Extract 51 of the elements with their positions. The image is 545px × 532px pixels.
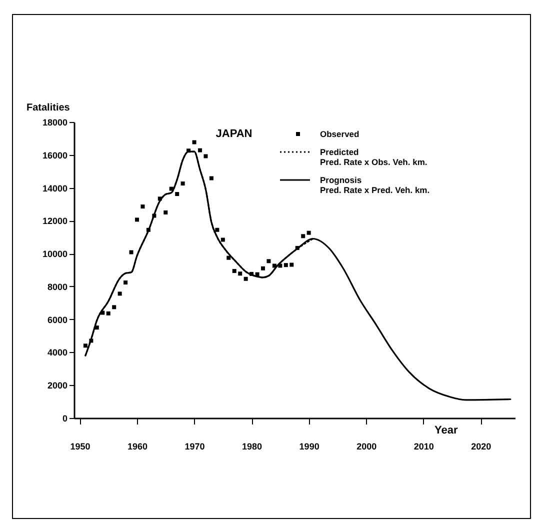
point [238,272,242,276]
x-tick-label: 1950 [70,442,90,452]
point [244,276,248,281]
point [220,238,225,242]
point [164,210,168,214]
point [204,154,208,158]
y-tick-label: 14000 [42,183,68,194]
point [290,262,294,267]
point [266,259,271,264]
legend-label: Prognosis Pred. Rate x Pred. Veh. km. [320,175,430,195]
y-tick-label: 4000 [47,348,68,358]
x-tick-label: 1960 [127,442,148,452]
point [135,218,139,222]
y-tick-label: 18000 [42,118,68,128]
point [209,176,214,180]
x-tick-label: 1990 [299,442,320,452]
y-tick-label: 8000 [47,282,68,292]
x-tick-label: 2010 [414,442,434,452]
point [306,230,311,235]
text: JAPAN [216,128,252,140]
y-tick-label: 0 [62,414,68,424]
x-tick-label: 2000 [356,442,377,452]
point [118,292,122,296]
x-axis-title: Year [434,424,458,436]
legend-label: Observed [320,129,360,139]
x-tick-label: 1980 [242,442,262,452]
point [232,268,236,273]
point [83,344,88,348]
point [112,305,116,310]
y-tick-label: 16000 [42,150,68,160]
point [284,263,288,268]
y-tick-label: 2000 [47,380,68,391]
point [129,250,134,254]
y-tick-label: 12000 [42,216,68,226]
point [124,280,128,284]
y-tick-label: 10000 [42,249,68,260]
point [140,204,145,209]
point [106,311,110,316]
y-axis-title: Fatalities [26,102,70,114]
x-tick-label: 1970 [184,442,205,452]
point [226,256,231,260]
point [180,182,185,186]
y-tick-label: 6000 [47,314,68,325]
point [175,192,180,196]
point [301,234,306,238]
legend-label: Predicted Pred. Rate x Obs. Veh. km. [320,147,428,167]
point [261,266,265,270]
x-tick-label: 2020 [471,442,492,452]
point [198,148,202,152]
point [192,140,196,144]
point [215,228,220,232]
